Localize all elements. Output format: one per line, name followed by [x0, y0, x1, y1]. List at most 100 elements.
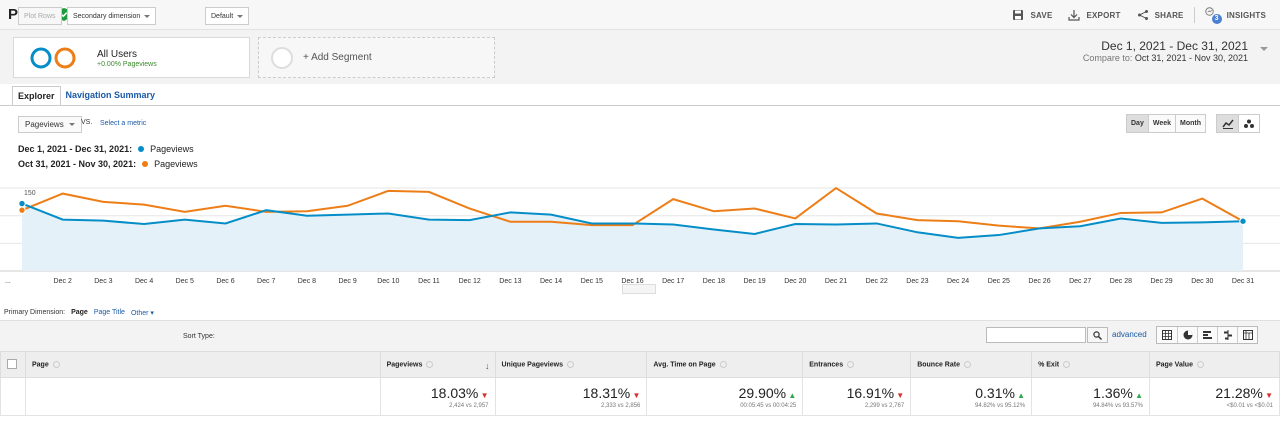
segment-all-users[interactable]: All Users +0.00% Pageviews — [13, 37, 250, 78]
help-icon[interactable] — [1196, 360, 1204, 368]
change-percent: 21.28% — [1215, 384, 1263, 401]
data-table: Page Pageviews ↓ Unique Pageviews Avg. Ti… — [0, 351, 1280, 416]
column-label: Avg. Time on Page — [653, 361, 716, 369]
totals-change: 16.91% ▼ — [809, 385, 905, 401]
legend-dot — [138, 146, 145, 152]
legend-range: Dec 1, 2021 - Dec 31, 2021: — [18, 144, 133, 154]
column-page-value[interactable]: Page Value — [1149, 351, 1280, 378]
table-header-row: Page Pageviews ↓ Unique Pageviews Avg. Ti… — [0, 351, 1280, 378]
metric-value: Pageviews — [25, 120, 64, 129]
report-actions: SAVE EXPORT SHARE 3 INSIGHTS — [1004, 0, 1274, 30]
x-tick-label: Dec 21 — [825, 278, 847, 285]
plot-rows-button[interactable]: Plot Rows — [18, 7, 62, 25]
column-bounce-rate[interactable]: Bounce Rate — [910, 351, 1033, 378]
change-comparison: 2,424 vs 2,957 — [449, 402, 489, 409]
totals-cell: 29.90% ▲ 00:05:45 vs 00:04:25 — [646, 377, 804, 416]
help-icon[interactable] — [719, 360, 727, 368]
x-tick-label: Dec 11 — [418, 278, 440, 285]
insights-icon: 3 — [1204, 7, 1222, 24]
column-entrances[interactable]: Entrances — [802, 351, 912, 378]
arrow-down-icon: ▼ — [1262, 390, 1273, 400]
help-icon[interactable] — [566, 360, 574, 368]
chart-type-toggle — [1216, 114, 1260, 133]
change-percent: 18.03% — [430, 384, 479, 401]
arrow-up-icon: ▲ — [1132, 390, 1143, 400]
dimension-page-title[interactable]: Page Title — [93, 309, 125, 316]
help-icon[interactable] — [1063, 360, 1071, 368]
date-range-picker[interactable]: Dec 1, 2021 - Dec 31, 2021 Compare to: O… — [1083, 39, 1248, 63]
x-tick-label: Dec 15 — [581, 278, 603, 285]
x-tick-label: Dec 8 — [298, 278, 316, 285]
secondary-dimension-dropdown[interactable]: Secondary dimension — [67, 7, 157, 25]
tab-navigation-summary[interactable]: Navigation Summary — [65, 90, 156, 100]
table-search-input[interactable] — [986, 327, 1086, 343]
save-button[interactable]: SAVE — [1004, 0, 1060, 30]
advanced-filter-link[interactable]: advanced — [1112, 330, 1147, 339]
data-table-view-icon[interactable] — [1157, 327, 1177, 343]
legend-series: Pageviews — [154, 159, 198, 169]
performance-view-icon[interactable] — [1197, 327, 1217, 343]
compare-label: Compare to: — [1082, 53, 1133, 63]
segment-change: +0.00% Pageviews — [97, 61, 157, 68]
granularity-week[interactable]: Week — [1147, 115, 1176, 132]
x-tick-label: Dec 26 — [1028, 278, 1050, 285]
sort-arrow-down-icon: ↓ — [485, 361, 490, 371]
export-button[interactable]: EXPORT — [1060, 0, 1128, 30]
column-pageviews[interactable]: Pageviews ↓ — [379, 351, 496, 378]
help-icon[interactable] — [426, 360, 434, 368]
date-range-chevron-down-icon[interactable] — [1260, 47, 1268, 51]
column-label: % Exit — [1038, 361, 1060, 369]
insights-button[interactable]: 3 INSIGHTS — [1197, 0, 1274, 30]
granularity-toggle: Day Week Month — [1126, 114, 1207, 133]
help-icon[interactable] — [52, 360, 60, 368]
granularity-month[interactable]: Month — [1175, 115, 1206, 132]
x-tick-label: Dec 16 — [621, 278, 643, 285]
share-icon — [1137, 10, 1148, 20]
column-page[interactable]: Page — [24, 351, 381, 378]
line-chart-icon[interactable] — [1217, 115, 1238, 132]
select-all-checkbox[interactable] — [7, 358, 17, 369]
help-icon[interactable] — [963, 360, 971, 368]
legend-range: Oct 31, 2021 - Nov 30, 2021: — [18, 159, 137, 169]
arrow-up-icon: ▲ — [1014, 390, 1026, 400]
segment-name: All Users — [97, 49, 138, 60]
legend-dot — [142, 161, 149, 167]
sort-type-dropdown[interactable]: Default — [205, 7, 250, 25]
chart-resize-handle[interactable] — [622, 284, 656, 294]
help-icon[interactable] — [847, 360, 855, 368]
dimension-page[interactable]: Page — [71, 309, 88, 316]
column-unique-pageviews[interactable]: Unique Pageviews — [494, 351, 648, 378]
column-exit[interactable]: % Exit — [1031, 351, 1150, 378]
tab-explorer[interactable]: Explorer — [12, 86, 61, 106]
dimension-other[interactable]: Other ▾ — [130, 310, 154, 317]
pivot-view-icon[interactable] — [1237, 327, 1257, 343]
arrow-down-icon: ▼ — [630, 390, 641, 400]
y-tick-label: 150 — [24, 190, 36, 197]
search-icon — [1093, 330, 1102, 340]
add-segment-button[interactable]: + Add Segment — [258, 37, 495, 78]
change-percent: 18.31% — [582, 384, 631, 401]
totals-change: 21.28% ▼ — [1156, 385, 1273, 401]
select-metric-link[interactable]: Select a metric — [100, 120, 147, 127]
granularity-day[interactable]: Day — [1127, 115, 1148, 132]
share-button[interactable]: SHARE — [1129, 0, 1192, 30]
sort-type-value: Default — [211, 12, 234, 20]
column-label: Bounce Rate — [917, 361, 960, 369]
comparison-view-icon[interactable] — [1217, 327, 1237, 343]
totals-cell: 0.31% ▲ 94.82% vs 95.12% — [910, 377, 1033, 416]
save-icon — [1013, 10, 1024, 20]
metric-dropdown[interactable]: Pageviews — [18, 116, 82, 133]
column-label: Pageviews — [386, 361, 423, 369]
chevron-down-icon — [144, 14, 151, 18]
export-label: EXPORT — [1086, 10, 1121, 20]
x-tick-label: Dec 22 — [866, 278, 888, 285]
x-tick-label: Dec 19 — [744, 278, 766, 285]
insights-label: INSIGHTS — [1226, 10, 1266, 20]
save-label: SAVE — [1030, 10, 1053, 20]
motion-chart-icon[interactable] — [1238, 115, 1259, 132]
column-avg-time-on-page[interactable]: Avg. Time on Page — [646, 351, 804, 378]
search-button[interactable] — [1087, 327, 1108, 343]
pie-view-icon[interactable] — [1177, 327, 1197, 343]
change-percent: 0.31% — [975, 384, 1015, 401]
